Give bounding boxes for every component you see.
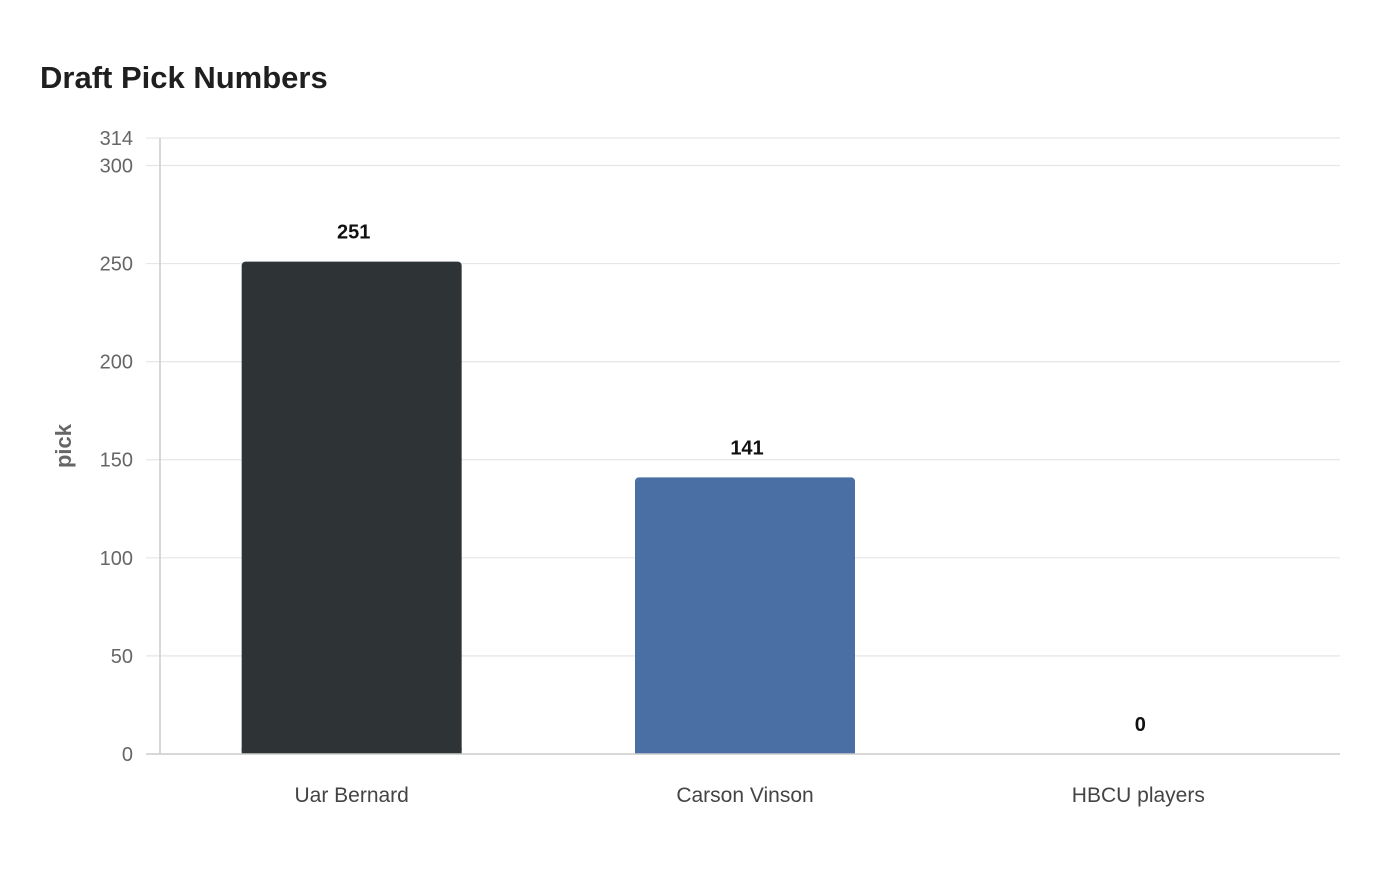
data-label: 141 xyxy=(730,437,763,459)
bar-base-2 xyxy=(635,748,855,754)
y-axis-title: pick xyxy=(51,423,76,468)
x-tick-label: Uar Bernard xyxy=(294,784,408,807)
y-tick-label: 100 xyxy=(100,548,133,570)
axes xyxy=(146,138,1340,755)
y-tick-label: 50 xyxy=(111,646,133,668)
bars xyxy=(241,261,855,754)
data-label: 0 xyxy=(1135,714,1146,736)
y-tick-label: 200 xyxy=(100,352,133,374)
data-label: 251 xyxy=(337,222,370,244)
y-tick-label: 300 xyxy=(100,155,133,177)
bar-2[interactable] xyxy=(635,477,855,754)
y-tick-label: 250 xyxy=(100,254,133,276)
x-tick-label: Carson Vinson xyxy=(676,784,813,807)
labels: 0 50 100 150 200 250 300 314 251 Uar Bernard 141 Ca… xyxy=(51,128,1205,807)
y-tick-label: 150 xyxy=(100,450,133,472)
x-tick-label: HBCU players xyxy=(1072,784,1205,807)
bar-base-1 xyxy=(241,748,462,754)
bar-1[interactable] xyxy=(241,261,462,754)
y-tick-label: 314 xyxy=(100,128,133,150)
y-tick-label: 0 xyxy=(122,744,133,766)
chart-title: Draft Pick Numbers xyxy=(40,60,328,95)
